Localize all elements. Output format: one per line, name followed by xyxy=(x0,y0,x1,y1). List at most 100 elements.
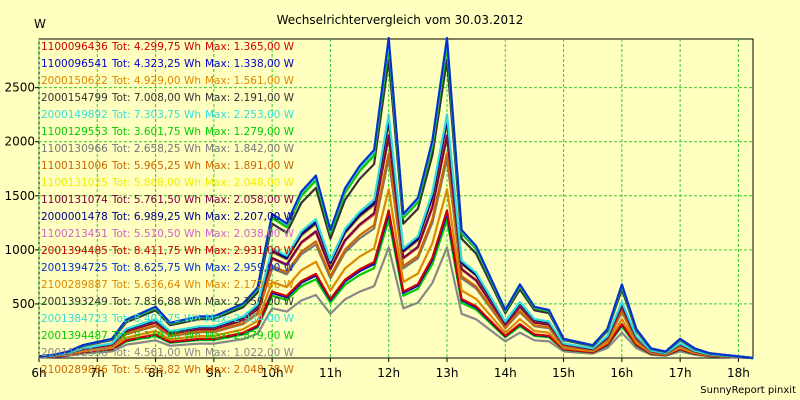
legend-entry-id: 1100129553 xyxy=(41,126,108,138)
legend-entry-tot: Tot: 7.303,75 Wh xyxy=(111,109,201,121)
y-tick-label: 500 xyxy=(12,297,35,311)
y-axis-ticks: 500 1000 1500 2000 2500 xyxy=(4,81,39,311)
legend-entry-tot: Tot: 2.658,25 Wh xyxy=(111,143,201,155)
legend-entry: 2001394725 Tot: 8.625,75 Wh Max: 2.959,00 … xyxy=(41,262,295,274)
x-tick-label: 13h xyxy=(436,366,459,380)
legend-entry: 1100213451 Tot: 5.510,50 Wh Max: 2.038,00 … xyxy=(41,228,295,240)
legend-entry: 2001384723 Tot: 8.401,75 Wh Max: 2.934,00 … xyxy=(41,313,295,325)
legend-entry: 2001394485 Tot: 8.411,75 Wh Max: 2.931,00 … xyxy=(41,245,295,257)
legend-entry-id: 2000154799 xyxy=(41,92,108,104)
series-line-2000150622 xyxy=(38,188,754,360)
legend-entry-max: Max: 2.191,00 W xyxy=(205,92,295,104)
legend-entry-id: 1100130966 xyxy=(41,143,108,155)
series-lines xyxy=(38,36,754,360)
legend-entry-id: 1100131006 xyxy=(41,160,108,172)
legend-entry: 2001394487 Tot: 8.149,00 Wh Max: 2.879,00 … xyxy=(41,330,295,342)
legend-entry: 1100129553 Tot: 3.601,75 Wh Max: 1.279,00 … xyxy=(41,126,295,138)
legend-entry-tot: Tot: 7.836,88 Wh xyxy=(111,296,201,308)
legend-entry-max: Max: 2.959,00 W xyxy=(205,262,295,274)
legend-entry-tot: Tot: 8.401,75 Wh xyxy=(111,313,201,325)
legend-entry-id: 2000149892 xyxy=(41,109,108,121)
legend-entry-id: 2001393249 xyxy=(41,296,108,308)
legend-entry-max: Max: 2.173,86 W xyxy=(205,279,295,291)
legend-entry-max: Max: 1.365,00 W xyxy=(205,41,295,53)
legend-entry: 1100131025 Tot: 5.868,00 Wh Max: 2.048,00 … xyxy=(41,177,295,189)
legend-entry-max: Max: 1.279,00 W xyxy=(205,126,295,138)
legend-entry: 1100096541 Tot: 4.323,25 Wh Max: 1.338,00 … xyxy=(41,58,295,70)
legend-entry: 2000001478 Tot: 6.989,25 Wh Max: 2.207,00 … xyxy=(41,211,295,223)
y-tick-label: 2500 xyxy=(4,81,35,95)
footer-credit: SunnyReport pinxit xyxy=(700,385,796,396)
legend-entry: 2100289886 Tot: 5.623,82 Wh Max: 2.048,78 … xyxy=(41,364,295,376)
legend-entry-tot: Tot: 8.149,00 Wh xyxy=(111,330,201,342)
legend-entry: 2001102358 Tot: 4.561,00 Wh Max: 1.022,00 … xyxy=(41,347,295,359)
legend-entry-tot: Tot: 4.323,25 Wh xyxy=(111,58,201,70)
legend-entry-id: 1100096436 xyxy=(41,41,108,53)
legend-entry-id: 2001102358 xyxy=(41,347,108,359)
legend-entry-max: Max: 2.759,00 W xyxy=(205,296,295,308)
legend-entry-tot: Tot: 5.636,64 Wh xyxy=(111,279,201,291)
legend-entry-id: 2100289886 xyxy=(41,364,108,376)
legend: 1100096436 Tot: 4.299,75 Wh Max: 1.365,00 … xyxy=(41,41,295,376)
x-tick-label: 7h xyxy=(90,366,105,380)
legend-entry-id: 1100213451 xyxy=(41,228,108,240)
legend-entry-id: 2000150622 xyxy=(41,75,108,87)
legend-entry-id: 1100131074 xyxy=(41,194,108,206)
legend-entry-id: 2000001478 xyxy=(41,211,108,223)
legend-entry: 1100096436 Tot: 4.299,75 Wh Max: 1.365,00 … xyxy=(41,41,295,53)
legend-entry-tot: Tot: 7.008,00 Wh xyxy=(111,92,201,104)
x-tick-label: 9h xyxy=(206,366,221,380)
x-tick-label: 14h xyxy=(494,366,517,380)
legend-entry-max: Max: 1.842,00 W xyxy=(205,143,295,155)
legend-entry-id: 2001384723 xyxy=(41,313,108,325)
series-line-1100096436 xyxy=(38,209,754,360)
legend-entry: 2000154799 Tot: 7.008,00 Wh Max: 2.191,00 … xyxy=(41,92,295,104)
legend-entry: 2000150622 Tot: 4.929,00 Wh Max: 1.561,00 … xyxy=(41,75,295,87)
legend-entry-tot: Tot: 3.601,75 Wh xyxy=(111,126,201,138)
x-tick-label: 6h xyxy=(31,366,46,380)
legend-entry: 2100289887 Tot: 5.636,64 Wh Max: 2.173,86 … xyxy=(41,279,295,291)
x-tick-label: 12h xyxy=(377,366,400,380)
legend-entry-tot: Tot: 4.299,75 Wh xyxy=(111,41,201,53)
legend-entry-max: Max: 2.207,00 W xyxy=(205,211,295,223)
legend-entry: 1100131006 Tot: 5.965,25 Wh Max: 1.891,00 … xyxy=(41,160,295,172)
legend-entry-id: 2001394487 xyxy=(41,330,108,342)
legend-entry-tot: Tot: 4.561,00 Wh xyxy=(111,347,201,359)
x-tick-label: 11h xyxy=(319,366,342,380)
x-tick-label: 18h xyxy=(727,366,750,380)
x-tick-label: 17h xyxy=(669,366,692,380)
legend-entry-max: Max: 2.038,00 W xyxy=(205,228,295,240)
legend-entry-tot: Tot: 8.411,75 Wh xyxy=(111,245,201,257)
legend-entry-max: Max: 2.931,00 W xyxy=(205,245,295,257)
legend-entry: 1100131074 Tot: 5.761,50 Wh Max: 2.058,00 … xyxy=(41,194,295,206)
legend-entry-max: Max: 1.338,00 W xyxy=(205,58,295,70)
legend-entry-tot: Tot: 5.510,50 Wh xyxy=(111,228,201,240)
legend-entry-max: Max: 1.022,00 W xyxy=(205,347,295,359)
series-line-2001394725 xyxy=(38,36,754,360)
legend-entry-max: Max: 2.058,00 W xyxy=(205,194,295,206)
legend-entry-tot: Tot: 5.868,00 Wh xyxy=(111,177,201,189)
y-tick-label: 1500 xyxy=(4,189,35,203)
x-tick-label: 8h xyxy=(148,366,163,380)
y-axis-label: W xyxy=(34,17,46,31)
legend-entry: 1100130966 Tot: 2.658,25 Wh Max: 1.842,00 … xyxy=(41,143,295,155)
legend-entry-max: Max: 2.253,00 W xyxy=(205,109,295,121)
legend-entry-id: 2001394725 xyxy=(41,262,108,274)
legend-entry-max: Max: 2.048,00 W xyxy=(205,177,295,189)
legend-entry-id: 2001394485 xyxy=(41,245,108,257)
series-line-2000149892 xyxy=(38,113,754,360)
legend-entry-id: 1100131025 xyxy=(41,177,108,189)
series-line-2001102358 xyxy=(38,246,754,360)
x-axis-ticks: 6h 7h 8h 9h 10h 11h 12h 13h 14h 15h 16h 17h 18h xyxy=(31,358,750,380)
legend-entry-max: Max: 2.934,00 W xyxy=(205,313,295,325)
legend-entry-max: Max: 1.561,00 W xyxy=(205,75,295,87)
y-tick-label: 1000 xyxy=(4,243,35,257)
legend-entry-tot: Tot: 5.623,82 Wh xyxy=(111,364,201,376)
legend-entry: 2001393249 Tot: 7.836,88 Wh Max: 2.759,00 … xyxy=(41,296,295,308)
legend-entry-max: Max: 2.879,00 W xyxy=(205,330,295,342)
legend-entry-tot: Tot: 5.965,25 Wh xyxy=(111,160,201,172)
y-tick-label: 2000 xyxy=(4,135,35,149)
legend-entry-tot: Tot: 4.929,00 Wh xyxy=(111,75,201,87)
legend-entry-tot: Tot: 6.989,25 Wh xyxy=(111,211,201,223)
